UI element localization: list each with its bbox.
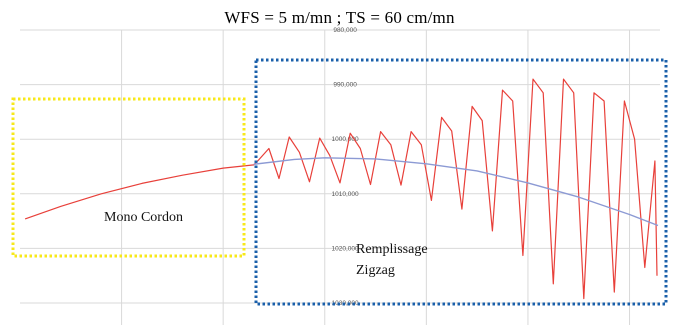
zigzag-label: Zigzag	[356, 263, 395, 278]
remplissage-label: Remplissage	[356, 242, 428, 257]
chart-grid	[20, 29, 660, 325]
y-tick-label: 1020,000	[332, 245, 359, 252]
blue-series-line	[253, 157, 659, 227]
y-tick-label: 990,000	[333, 82, 357, 89]
y-tick-label: 980,000	[333, 27, 357, 34]
mono-cordon-label: Mono Cordon	[104, 210, 183, 225]
series-layer	[24, 78, 659, 300]
remplissage-zigzag-box	[254, 58, 668, 306]
y-tick-label: 1000,000	[332, 136, 359, 143]
y-tick-label: 1030,000	[332, 300, 359, 307]
red-series-line	[24, 78, 658, 300]
y-tick-label: 1010,000	[332, 191, 359, 198]
y-axis-ticks: 980,000 990,000 1000,000 1010,000 1020,000 10…	[332, 27, 359, 307]
mono-cordon-box	[11, 97, 246, 258]
chart-title: WFS = 5 m/mn ; TS = 60 cm/mn	[224, 8, 455, 27]
